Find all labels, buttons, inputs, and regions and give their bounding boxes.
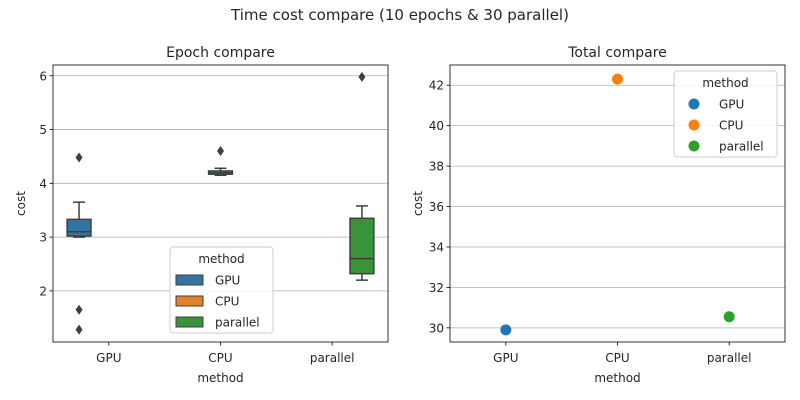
legend-label-GPU: GPU xyxy=(719,98,744,112)
legend-label-CPU: CPU xyxy=(215,295,239,309)
x-tick-label: parallel xyxy=(707,351,752,365)
legend: method GPU CPU parallel xyxy=(673,70,778,158)
x-tick-label: GPU xyxy=(96,351,121,365)
box-outlier xyxy=(75,324,83,335)
point-CPU xyxy=(612,73,623,85)
box-outlier xyxy=(217,146,224,157)
y-tick-label: 40 xyxy=(429,119,444,133)
y-tick-label: 32 xyxy=(429,281,444,295)
legend-marker-GPU xyxy=(688,98,700,110)
legend-label-parallel: parallel xyxy=(719,140,764,154)
legend-swatch-GPU xyxy=(175,274,204,286)
y-tick-label: 3 xyxy=(39,231,47,245)
box-CPU xyxy=(207,146,234,177)
y-tick-label: 38 xyxy=(429,160,444,174)
box-outlier xyxy=(75,304,83,315)
legend-swatch-CPU xyxy=(175,295,204,307)
y-tick-label: 2 xyxy=(39,284,47,298)
point-GPU xyxy=(500,324,512,336)
y-tick-label: 30 xyxy=(429,321,444,335)
legend-label-CPU: CPU xyxy=(719,119,743,133)
y-tick-label: 34 xyxy=(429,240,444,254)
legend-marker-CPU xyxy=(688,119,700,131)
panel-title: Epoch compare xyxy=(166,45,275,61)
box-body xyxy=(66,218,92,237)
epoch-compare-panel: 2 3 4 5 6 GPU CPU parallel Epoch compare method co… xyxy=(14,45,389,385)
box-outlier xyxy=(358,71,366,82)
box-parallel xyxy=(349,71,375,281)
x-axis-label: method xyxy=(594,371,640,385)
legend-title: method xyxy=(198,252,244,266)
y-axis-label: cost xyxy=(14,191,28,216)
y-axis-label: cost xyxy=(411,191,425,216)
y-tick-label: 5 xyxy=(39,123,47,137)
x-tick-label: GPU xyxy=(493,351,518,365)
legend-title: method xyxy=(702,76,748,90)
legend-label-parallel: parallel xyxy=(215,316,260,330)
x-tick-label: CPU xyxy=(208,351,232,365)
legend: method GPU CPU parallel xyxy=(169,246,274,334)
y-tick-label: 36 xyxy=(429,200,444,214)
y-tick-label: 42 xyxy=(429,79,444,93)
y-tick-label: 4 xyxy=(39,177,47,191)
x-tick-label: parallel xyxy=(310,351,355,365)
legend-label-GPU: GPU xyxy=(215,274,240,288)
box-GPU xyxy=(66,152,92,335)
x-tick-label: CPU xyxy=(605,351,629,365)
legend-swatch-parallel xyxy=(175,316,204,328)
legend-box xyxy=(673,70,778,158)
point-parallel xyxy=(723,311,735,323)
y-tick-label: 6 xyxy=(39,69,47,83)
x-axis-label: method xyxy=(197,371,243,385)
legend-marker-parallel xyxy=(688,140,700,152)
box-outlier xyxy=(75,152,83,163)
panel-title: Total compare xyxy=(567,45,667,61)
legend-box xyxy=(169,246,274,334)
box-body xyxy=(349,217,375,275)
total-compare-panel: 30 32 34 36 38 40 42 GPU CPU parallel Total compar… xyxy=(411,45,786,385)
figure-suptitle: Time cost compare (10 epochs & 30 parall… xyxy=(230,6,569,24)
